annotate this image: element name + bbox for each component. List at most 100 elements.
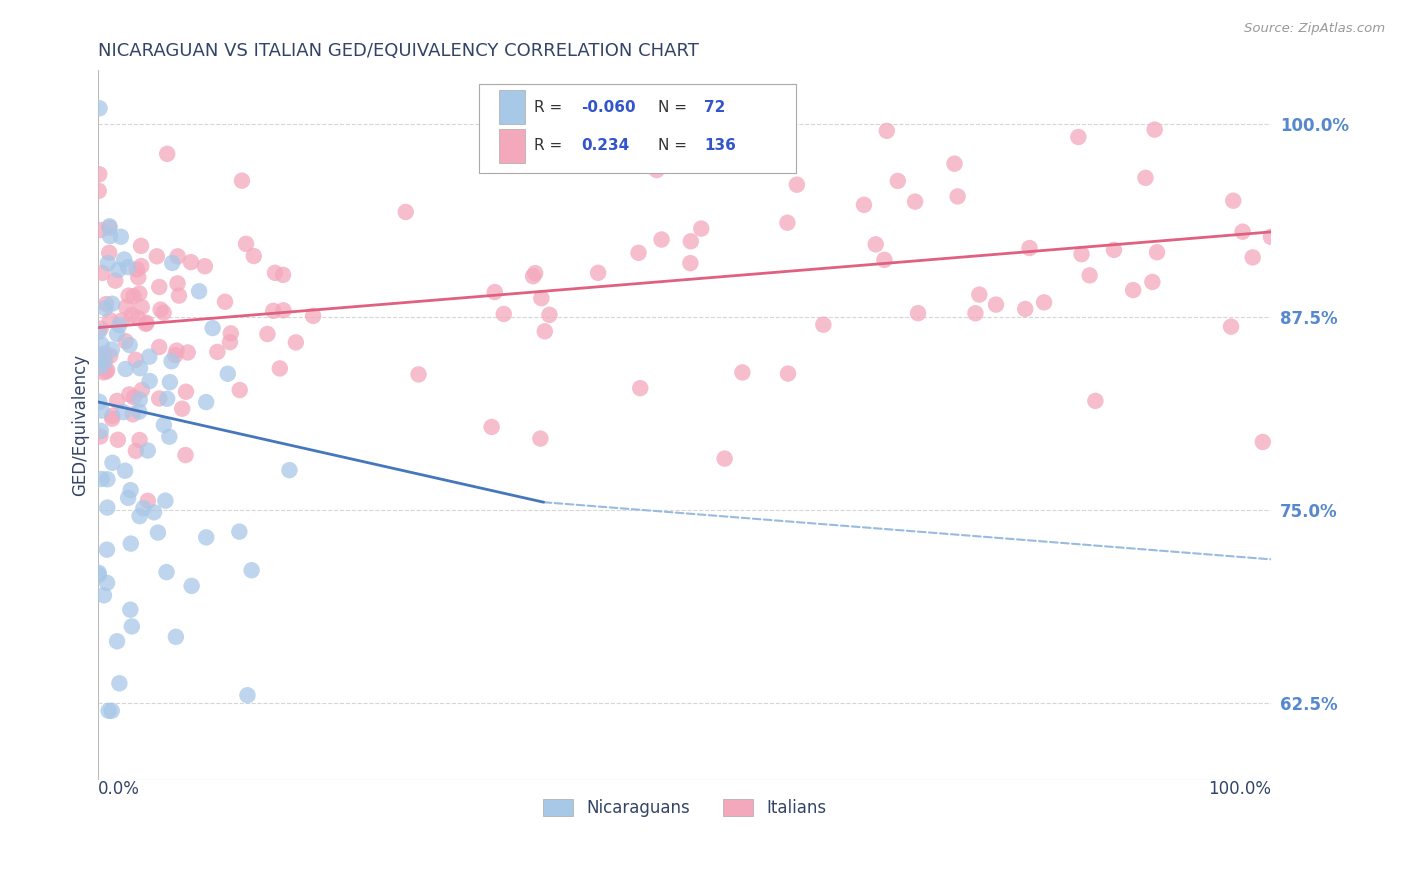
Point: [98, 220, 121, 235]
Point: [264, 266, 287, 280]
Point: [105, 634, 128, 648]
Point: [101, 456, 124, 470]
Point: [1102, 243, 1125, 257]
Point: [94, 301, 117, 316]
Point: [159, 375, 181, 389]
Point: [235, 236, 257, 251]
Point: [786, 178, 808, 192]
Point: [128, 509, 150, 524]
Point: [143, 505, 166, 519]
Point: [122, 390, 145, 404]
Point: [125, 262, 148, 277]
Point: [108, 676, 131, 690]
Point: [770, 129, 793, 144]
Point: [155, 493, 177, 508]
Text: 72: 72: [704, 100, 725, 115]
Point: [538, 308, 561, 322]
Point: [984, 297, 1007, 311]
Point: [156, 392, 179, 406]
Point: [946, 189, 969, 203]
Point: [136, 493, 159, 508]
Point: [887, 174, 910, 188]
Point: [679, 157, 702, 171]
Point: [1067, 130, 1090, 145]
Point: [1143, 122, 1166, 136]
Point: [217, 367, 239, 381]
Point: [284, 335, 307, 350]
Point: [408, 368, 430, 382]
Point: [776, 216, 799, 230]
Point: [731, 366, 754, 380]
Point: [628, 381, 651, 395]
Text: R =: R =: [534, 138, 568, 153]
Point: [152, 306, 174, 320]
Point: [100, 704, 122, 718]
Point: [195, 395, 218, 409]
Point: [101, 343, 124, 357]
Point: [87, 566, 110, 580]
Point: [129, 361, 152, 376]
Point: [651, 233, 673, 247]
Point: [120, 483, 142, 497]
Point: [146, 249, 169, 263]
Point: [1241, 251, 1264, 265]
Point: [231, 174, 253, 188]
Point: [236, 688, 259, 702]
Text: N =: N =: [658, 138, 692, 153]
Point: [165, 348, 187, 362]
Point: [118, 338, 141, 352]
Point: [112, 405, 135, 419]
Point: [101, 411, 124, 425]
Point: [90, 321, 112, 335]
Point: [98, 245, 121, 260]
Text: NICARAGUAN VS ITALIAN GED/EQUIVALENCY CORRELATION CHART: NICARAGUAN VS ITALIAN GED/EQUIVALENCY CO…: [97, 42, 699, 60]
Point: [131, 300, 153, 314]
Point: [98, 229, 121, 244]
Point: [969, 287, 991, 301]
Point: [120, 602, 142, 616]
Point: [111, 313, 134, 327]
Point: [876, 124, 898, 138]
Point: [101, 296, 124, 310]
Text: -0.060: -0.060: [581, 100, 636, 115]
Point: [529, 432, 551, 446]
Point: [273, 303, 295, 318]
Point: [136, 443, 159, 458]
Point: [177, 345, 200, 359]
Point: [98, 349, 121, 363]
Point: [129, 239, 152, 253]
Point: [148, 340, 170, 354]
Point: [128, 433, 150, 447]
Point: [165, 630, 187, 644]
Point: [524, 266, 547, 280]
Point: [148, 392, 170, 406]
Point: [492, 307, 515, 321]
Point: [679, 256, 702, 270]
Point: [94, 297, 117, 311]
Point: [117, 260, 139, 274]
Point: [533, 324, 555, 338]
Point: [907, 306, 929, 320]
Point: [112, 252, 135, 267]
Point: [627, 245, 650, 260]
Point: [89, 167, 111, 181]
Point: [219, 326, 242, 341]
Point: [89, 429, 111, 443]
Point: [194, 260, 217, 274]
Point: [1232, 225, 1254, 239]
Point: [90, 223, 112, 237]
Point: [132, 501, 155, 516]
Point: [1122, 283, 1144, 297]
Point: [219, 335, 242, 350]
Point: [1084, 393, 1107, 408]
Point: [87, 184, 110, 198]
Point: [101, 409, 124, 423]
Point: [645, 163, 668, 178]
Point: [127, 310, 149, 325]
Text: Source: ZipAtlas.com: Source: ZipAtlas.com: [1244, 22, 1385, 36]
Point: [96, 363, 118, 377]
Point: [174, 448, 197, 462]
Point: [813, 318, 835, 332]
Point: [93, 354, 115, 368]
Point: [157, 430, 180, 444]
